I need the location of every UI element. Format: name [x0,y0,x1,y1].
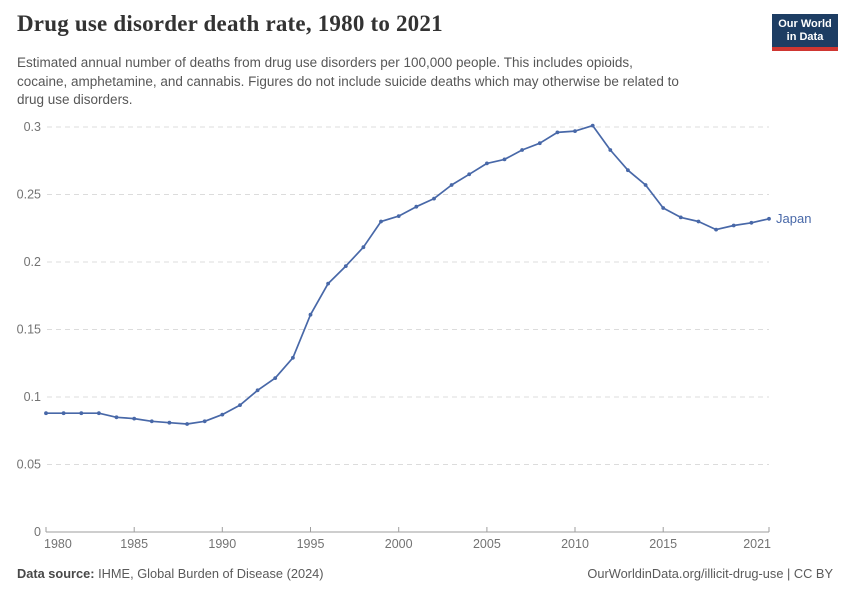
data-point [714,227,718,232]
data-point [185,422,190,426]
data-point [132,416,137,421]
data-point [661,206,666,210]
data-point [291,355,295,360]
x-axis-tick-label: 2005 [473,537,501,551]
data-point [573,129,577,134]
data-point [396,214,401,219]
data-point [273,376,278,380]
data-point [361,245,366,250]
data-point [202,419,207,424]
x-axis-tick-label: 1985 [120,537,148,551]
data-point [626,168,630,173]
x-axis-tick-label: 1980 [44,537,72,551]
x-axis-tick-label: 2010 [561,537,589,551]
data-point [449,183,454,187]
data-point [608,148,613,152]
series-end-label: Japan [776,211,811,226]
series-line [45,124,770,425]
chart-footer: Data source: IHME, Global Burden of Dise… [17,566,833,581]
data-point [220,412,225,417]
data-point [255,388,260,393]
data-point [731,223,736,228]
data-point [537,141,542,146]
data-point [485,161,489,166]
data-source-note: Data source: IHME, Global Burden of Dise… [17,566,324,581]
y-axis-tick-label: 0.05 [17,458,41,472]
chart-subtitle-line: Estimated annual number of deaths from d… [17,55,633,70]
data-point [467,172,472,177]
data-point [432,196,436,201]
data-source-label: Data source: [17,566,95,581]
chart-title: Drug use disorder death rate, 1980 to 20… [17,11,443,36]
data-point [520,148,524,152]
y-axis-tick-label: 0 [34,525,41,539]
y-axis-tick-label: 0.3 [24,120,41,134]
data-point [555,130,560,135]
data-point [97,411,101,416]
data-point [167,420,172,425]
x-axis-tick-label: 1990 [208,537,236,551]
x-axis-tick-label: 1995 [297,537,325,551]
data-point [696,219,701,224]
data-point [79,411,84,416]
data-point [343,264,348,268]
data-point [326,281,330,286]
data-point [44,411,48,416]
y-axis-tick-label: 0.1 [24,390,41,404]
data-point [749,220,754,225]
data-source-value: IHME, Global Burden of Disease (2024) [94,566,324,581]
data-point [678,215,683,220]
chart-subtitle: Estimated annual number of deaths from d… [17,54,679,110]
data-point [238,403,242,407]
data-point [379,219,383,224]
data-point [61,411,66,416]
credit-note: OurWorldinData.org/illicit-drug-use | CC… [587,566,833,581]
data-point [643,183,648,187]
x-axis-tick-label: 2021 [743,537,771,551]
data-point [149,419,154,424]
y-axis-tick-label: 0.25 [17,188,41,202]
data-point [767,216,771,221]
data-point [502,157,507,162]
data-point [114,415,119,420]
chart-subtitle-line: cocaine, amphetamine, and cannabis. Figu… [17,73,679,89]
y-axis-tick-label: 0.15 [17,323,41,337]
owid-logo-line2: in Data [786,30,824,43]
x-axis-tick-label: 2015 [649,537,677,551]
y-axis-tick-label: 0.2 [24,255,41,269]
owid-logo: Our World in Data [772,14,838,51]
x-axis-tick-label: 2000 [385,537,413,551]
data-point [414,204,419,209]
data-point [308,312,313,317]
chart-subtitle-line: drug use disorders. [17,92,133,107]
data-point [590,123,595,128]
owid-logo-line1: Our World [778,18,832,30]
